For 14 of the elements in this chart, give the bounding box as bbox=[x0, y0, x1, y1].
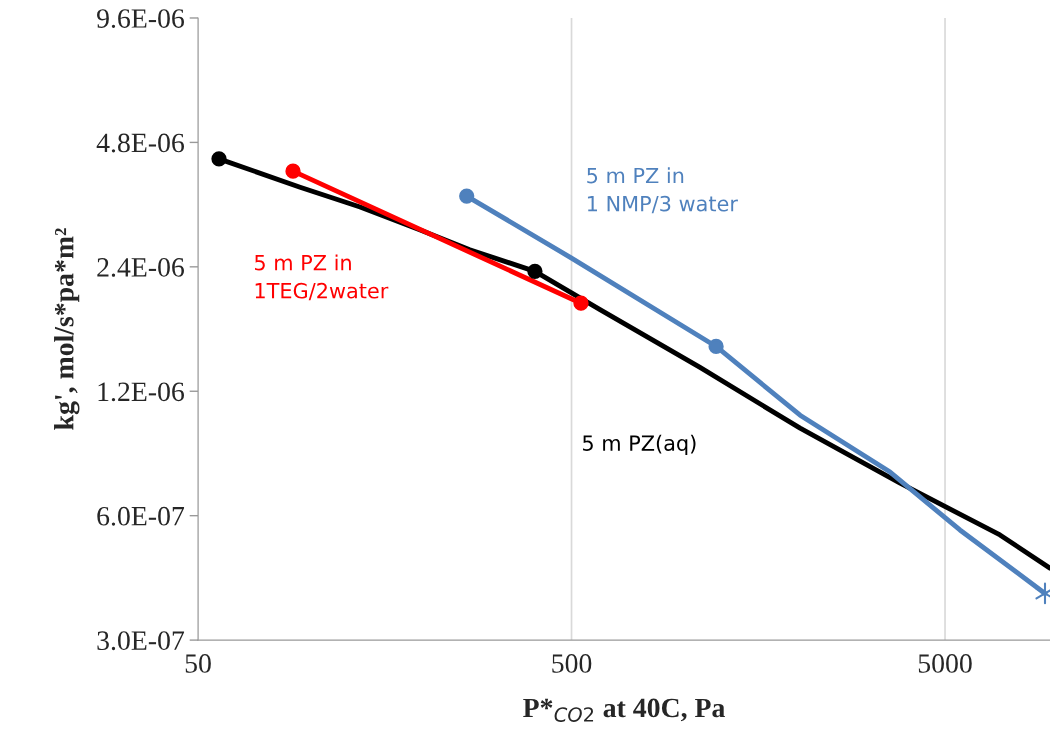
y-tick-label: 2.4E-06 bbox=[97, 257, 185, 277]
y-tick-label: 6.0E-07 bbox=[97, 506, 185, 526]
y-tick-label: 4.8E-06 bbox=[96, 133, 185, 153]
x-tick-label: 500 bbox=[552, 654, 592, 673]
text: 5 m PZ in 1 NMP/3 water bbox=[587, 167, 738, 214]
x-tick-label: 5000 bbox=[918, 654, 972, 673]
text: 5 m PZ(aq) bbox=[583, 434, 696, 455]
x-tick-label: 50 bbox=[185, 654, 211, 673]
y-tick-label: 3.0E-07 bbox=[97, 631, 185, 651]
y-tick-label: 9.6E-06 bbox=[97, 9, 185, 29]
x-axis-title: P*$_{CO2}$ at 40C, Pa bbox=[523, 698, 725, 722]
y-axis-title: kg', mol/s*pa*m² bbox=[54, 228, 80, 430]
series-label: 5 m PZ in 1TEG/2water bbox=[255, 254, 389, 301]
y-tick-label: 1.2E-06 bbox=[98, 382, 185, 402]
